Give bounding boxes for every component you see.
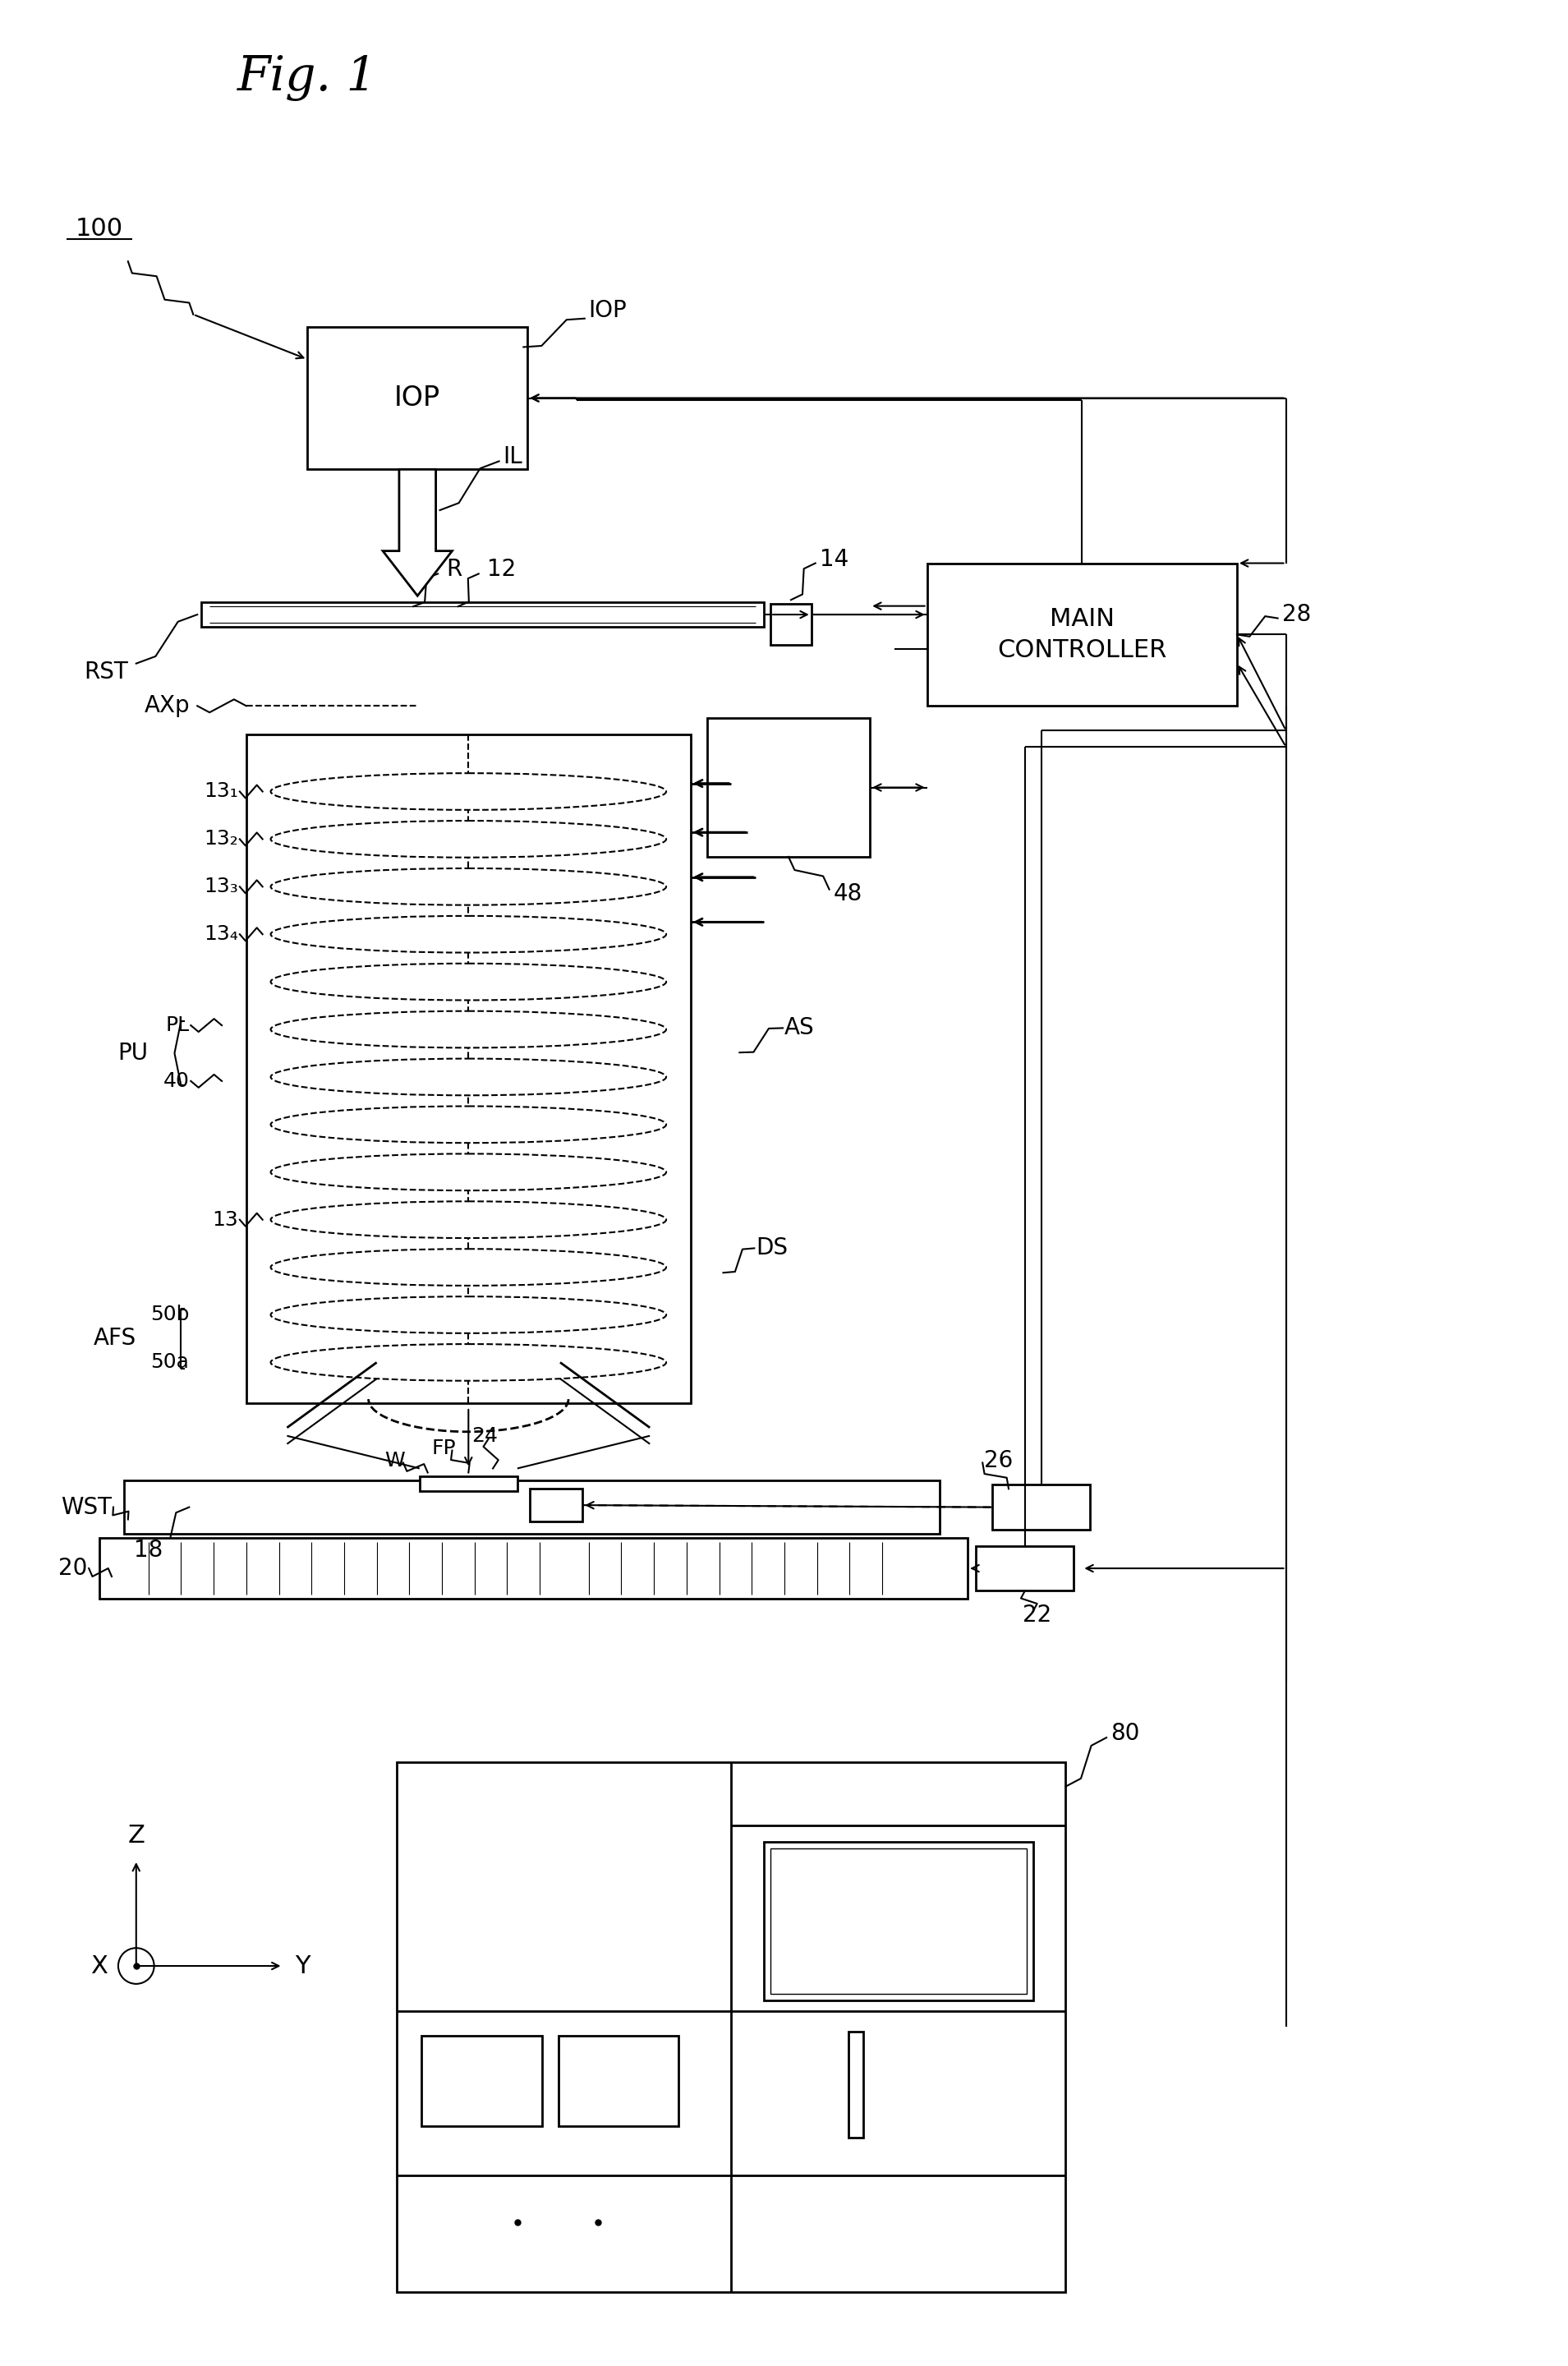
Text: 20: 20 [58,1557,88,1580]
Bar [246,733,690,1403]
Ellipse shape [271,1058,666,1095]
Ellipse shape [271,1297,666,1332]
Text: 18: 18 [133,1538,163,1562]
Ellipse shape [271,868,666,906]
Ellipse shape [271,963,666,1001]
Bar [307,327,527,468]
Text: 12: 12 [486,558,516,582]
Text: 80: 80 [1110,1722,1140,1746]
Bar [975,1545,1074,1590]
Ellipse shape [271,916,666,953]
Ellipse shape [271,1010,666,1048]
Ellipse shape [271,1155,666,1190]
Ellipse shape [271,1344,666,1382]
Bar [420,1476,517,1491]
Text: 22: 22 [1022,1604,1052,1628]
Bar [530,1488,583,1521]
Bar [201,603,764,627]
Text: 48: 48 [833,883,862,904]
Bar [99,1538,967,1599]
Bar [848,2032,862,2136]
Text: IL: IL [503,445,522,468]
Ellipse shape [271,1249,666,1285]
Text: 14: 14 [820,547,848,570]
Text: Fig. 1: Fig. 1 [237,54,378,102]
Polygon shape [383,468,452,596]
Text: FP: FP [431,1439,456,1457]
Text: PU: PU [118,1041,149,1065]
Text: 13₃: 13₃ [204,878,238,897]
Bar [993,1486,1090,1528]
Ellipse shape [271,821,666,856]
Ellipse shape [271,1107,666,1143]
Text: 13₁: 13₁ [204,781,238,802]
Text: R: R [445,558,463,582]
Text: 26: 26 [985,1448,1013,1472]
Ellipse shape [271,1202,666,1237]
Bar [422,2035,543,2125]
Text: RST: RST [83,660,129,684]
Text: 13₂: 13₂ [204,828,238,849]
Text: IOP: IOP [395,386,441,412]
Text: MAIN
CONTROLLER: MAIN CONTROLLER [997,608,1167,662]
Text: PL: PL [165,1015,190,1036]
Text: DS: DS [756,1237,787,1259]
Bar [764,1841,1033,2002]
Bar [927,563,1237,705]
Text: W: W [384,1450,405,1469]
Text: 13: 13 [212,1209,238,1230]
Text: AS: AS [784,1017,814,1039]
Text: 50b: 50b [151,1306,190,1325]
Bar [770,603,811,646]
Text: AFS: AFS [94,1327,136,1351]
Text: 24: 24 [472,1427,499,1446]
Bar [397,1763,1066,2293]
Text: 50a: 50a [151,1353,190,1372]
Ellipse shape [271,774,666,809]
Text: AXp: AXp [144,693,190,717]
Bar [707,719,870,856]
Text: WST: WST [61,1495,111,1519]
Text: 28: 28 [1281,603,1311,625]
Text: Y: Y [295,1954,310,1978]
Text: 40: 40 [163,1072,190,1091]
Text: IOP: IOP [588,298,627,322]
Text: 100: 100 [75,218,124,241]
Bar [770,1848,1027,1995]
Text: 13₄: 13₄ [204,925,238,944]
Text: Z: Z [127,1824,144,1848]
Bar [124,1481,939,1533]
Text: X: X [91,1954,108,1978]
Bar [558,2035,679,2125]
